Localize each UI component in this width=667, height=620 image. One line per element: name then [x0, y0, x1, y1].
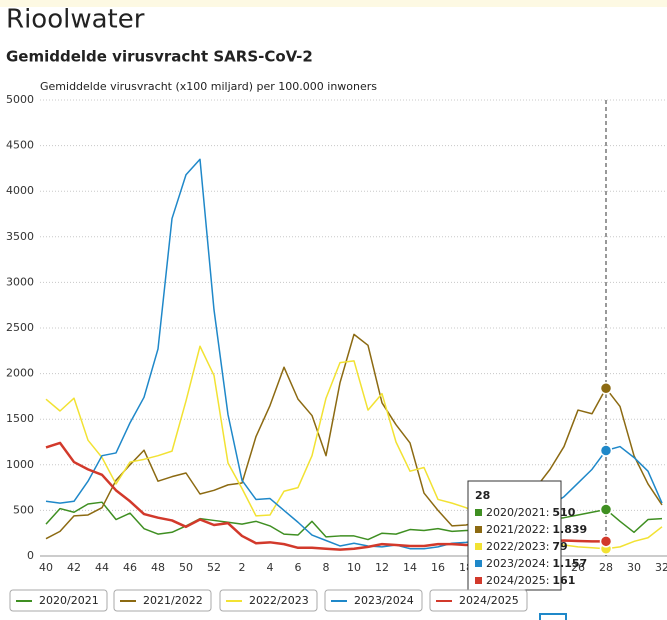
x-tick-label: 42: [67, 561, 81, 574]
hover-dot: [599, 444, 613, 457]
x-tick-label: 48: [151, 561, 165, 574]
tooltip-swatch: [475, 526, 482, 533]
x-tick-label: 52: [207, 561, 221, 574]
series-line: [45, 158, 663, 550]
page-title: Rioolwater: [6, 5, 145, 35]
y-axis-label: Gemiddelde virusvracht (x100 miljard) pe…: [40, 80, 377, 93]
lines: [45, 100, 663, 556]
x-tick-label: 12: [375, 561, 389, 574]
y-tick-label: 500: [13, 503, 34, 516]
grid: 0 500 1000 1500 2000 2500 3000 3500 4000 4500 5000…: [6, 93, 667, 574]
y-tick-label: 4000: [6, 184, 34, 197]
x-tick-label: 16: [431, 561, 445, 574]
hover-dot: [599, 382, 613, 395]
hover-dot: [599, 535, 613, 548]
y-tick-label: 3500: [6, 230, 34, 243]
tooltip-swatch: [475, 560, 482, 567]
legend-box: [113, 589, 212, 612]
y-tick-label: 1000: [6, 458, 34, 471]
x-tick-label: 30: [627, 561, 641, 574]
x-tick-label: 4: [267, 561, 274, 574]
tooltip-swatch: [475, 577, 482, 584]
hover-dot: [599, 503, 613, 516]
x-tick-label: 2: [239, 561, 246, 574]
legend-box: [9, 589, 108, 612]
tooltip-row: 2024/2025: 161: [486, 574, 575, 587]
y-tick-label: 2000: [6, 367, 34, 380]
series-line: [45, 333, 663, 540]
x-tick-label: 8: [323, 561, 330, 574]
x-tick-label: 10: [347, 561, 361, 574]
x-tick-label: 32: [655, 561, 667, 574]
legend-label: 2023/2024: [354, 594, 414, 607]
x-tick-label: 6: [295, 561, 302, 574]
tooltip-name: 2020/2021:: [486, 506, 549, 519]
tooltip-name: 2024/2025:: [486, 574, 549, 587]
y-tick-label: 1500: [6, 412, 34, 425]
x-tick-label: 50: [179, 561, 193, 574]
legend-label: 2024/2025: [459, 594, 519, 607]
y-tick-label: 2500: [6, 321, 34, 334]
tooltip-row: 2020/2021: 510: [486, 506, 576, 519]
tooltip-value: 510: [552, 506, 575, 519]
tooltip-swatch: [475, 509, 482, 516]
tooltip-row: 2021/2022: 1.839: [486, 523, 587, 536]
x-tick-label: 44: [95, 561, 109, 574]
tooltip-row: 2023/2024: 1.157: [486, 557, 587, 570]
tooltip-title: 28: [475, 489, 490, 502]
icon: [539, 613, 567, 620]
legend: 2020/2021 2021/2022 2022/2023 2023/2024 2024…: [9, 589, 528, 612]
legend-box: [219, 589, 318, 612]
x-tick-label: 46: [123, 561, 137, 574]
chart-title: Gemiddelde virusvracht SARS-CoV-2: [6, 48, 313, 66]
y-tick-label: 5000: [6, 93, 34, 106]
tooltip-box: [467, 480, 562, 591]
legend-label: 2020/2021: [39, 594, 99, 607]
x-tick-label: 40: [39, 561, 53, 574]
tooltip-row: 2022/2023: 79: [486, 540, 568, 553]
top-band: [0, 0, 667, 7]
tooltip-value: 1.839: [552, 523, 587, 536]
y-tick-label: 4500: [6, 139, 34, 152]
tooltip-name: 2023/2024:: [486, 557, 549, 570]
x-tick-label: 28: [599, 561, 613, 574]
tooltip-value: 1.157: [552, 557, 587, 570]
tooltip-value: 79: [552, 540, 567, 553]
tooltip-name: 2021/2022:: [486, 523, 549, 536]
x-tick-label: 26: [571, 561, 585, 574]
y-tick-label: 3000: [6, 275, 34, 288]
y-tick-label: 0: [27, 549, 34, 562]
legend-label: 2021/2022: [143, 594, 203, 607]
legend-box: [324, 589, 423, 612]
legend-box: [429, 589, 528, 612]
tooltip-name: 2022/2023:: [486, 540, 549, 553]
tooltip-value: 161: [552, 574, 575, 587]
tooltip-swatch: [475, 543, 482, 550]
x-tick-label: 14: [403, 561, 417, 574]
legend-label: 2022/2023: [249, 594, 309, 607]
